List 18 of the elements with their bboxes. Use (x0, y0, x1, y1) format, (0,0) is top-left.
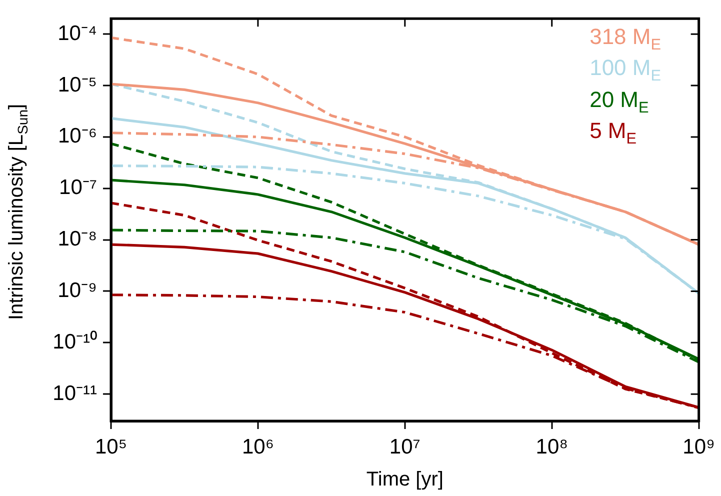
x-tick-label: 10⁶ (242, 435, 274, 458)
text: 20 M$_{E}$ (590, 86, 650, 118)
y-tick-label: 10⁻⁷ (59, 176, 97, 200)
text: 100 M$_{E}$ (590, 55, 661, 87)
y-tick-label: 10⁻¹⁰ (52, 330, 97, 354)
x-tick-label: 10⁹ (682, 435, 716, 458)
x-tick-label: 10⁵ (94, 435, 128, 458)
y-tick-label: 10⁻⁵ (58, 73, 97, 96)
x-axis-title: Time [yr] (366, 468, 444, 491)
y-tick-label: 10⁻⁸ (58, 228, 97, 251)
text: 318 M$_{E}$ (590, 24, 661, 56)
text: 5 M$_{E}$ (590, 118, 638, 150)
y-tick-label: 10⁻⁹ (58, 279, 97, 302)
y-tick-label: 10⁻⁴ (58, 22, 97, 45)
y-tick-label: 10⁻¹¹ (52, 382, 97, 405)
x-tick-label: 10⁸ (536, 435, 568, 458)
x-tick-label: 10⁷ (389, 435, 420, 458)
y-tick-label: 10⁻⁶ (58, 124, 97, 148)
